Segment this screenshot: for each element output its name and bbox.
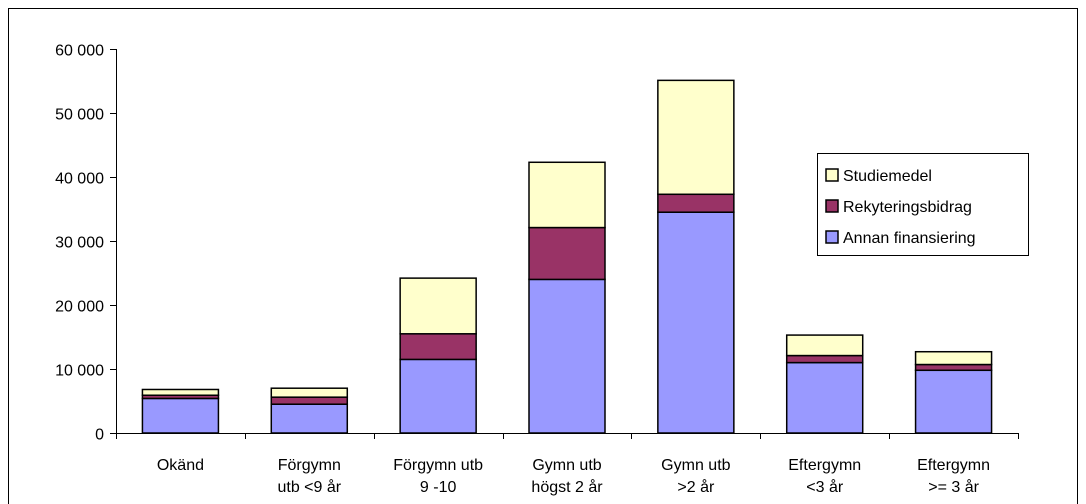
x-tick-label-line: Gymn utb: [532, 457, 601, 474]
bar-segment: [657, 79, 735, 196]
legend-label: Rekyteringsbidrag: [843, 199, 972, 216]
y-tick-label: 0: [95, 427, 104, 444]
x-tick-label-line: >= 3 år: [928, 478, 979, 496]
y-tick-label: 50 000: [55, 107, 104, 124]
x-tick-label: Okänd: [157, 457, 204, 474]
x-tick-label: Förgymn utb 9 -10: [393, 457, 483, 496]
y-tick-label: 20 000: [55, 299, 104, 316]
bar-segment: [914, 350, 993, 366]
legend-swatch: [825, 168, 839, 182]
bar-segment: [399, 358, 477, 434]
x-tick-label-line: Okänd: [157, 457, 204, 474]
x-tick-label: Förgymn utb <9 år: [277, 457, 341, 496]
legend-label: Annan finansiering: [843, 230, 976, 247]
bar-segment: [657, 211, 735, 434]
x-tick-label-line: Gymn utb: [661, 457, 730, 474]
bar-segment: [785, 354, 864, 364]
x-tick-label: Gymn utb >2 år: [661, 457, 730, 496]
y-tick-label: 10 000: [55, 363, 104, 380]
bar-segment: [270, 387, 349, 398]
x-tick-label: Eftergymn >= 3 år: [917, 457, 990, 496]
bar-segment: [528, 278, 606, 434]
bar-segment: [528, 161, 606, 229]
bar-segment: [399, 277, 477, 335]
x-tick-label-line: 9 -10: [420, 479, 457, 496]
bar-segment: [914, 363, 993, 372]
y-tick-label: 60 000: [55, 43, 104, 60]
x-tick-label-line: >2 år: [677, 478, 715, 496]
legend-swatch: [825, 230, 839, 244]
bar-segment: [141, 397, 220, 434]
x-tick-label-line: högst 2 år: [531, 478, 603, 496]
bar-segment: [270, 403, 349, 434]
bar-segment: [785, 334, 864, 357]
x-tick-label-line: Eftergymn: [917, 457, 990, 474]
x-tick-label-line: utb <9 år: [277, 478, 341, 496]
y-tick-label: 30 000: [55, 235, 104, 252]
bar-segment: [528, 226, 606, 281]
bar-segment: [657, 193, 735, 213]
bar-segment: [399, 333, 477, 361]
legend-label: Studiemedel: [843, 168, 932, 185]
x-tick-label-line: Förgymn: [278, 457, 341, 474]
bar-segment: [141, 388, 220, 396]
y-tick-label: 40 000: [55, 171, 104, 188]
bar-segment: [785, 361, 864, 434]
legend-box: [817, 153, 1029, 256]
x-tick-label-line: <3 år: [806, 478, 844, 496]
x-tick-label-line: Förgymn utb: [393, 457, 483, 474]
bar-segment: [270, 396, 349, 405]
x-tick-label: Gymn utb högst 2 år: [531, 457, 603, 496]
x-tick-label-line: Eftergymn: [788, 457, 861, 474]
x-tick-label: Eftergymn <3 år: [788, 457, 861, 496]
bar-segment: [914, 369, 993, 434]
legend-swatch: [825, 199, 839, 213]
